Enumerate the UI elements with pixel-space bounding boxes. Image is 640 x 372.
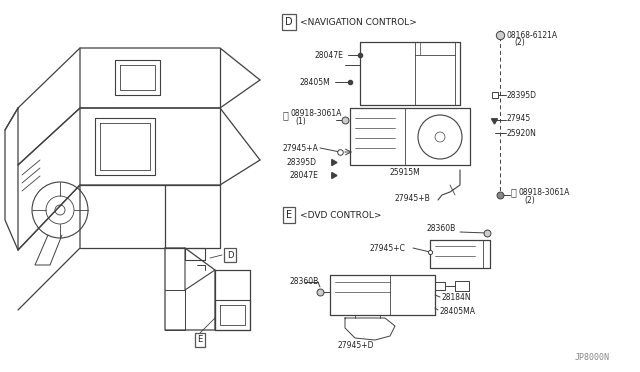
Text: 27945: 27945 <box>507 113 531 122</box>
Text: 27945+A: 27945+A <box>283 144 319 153</box>
Text: 28184N: 28184N <box>442 292 472 301</box>
Text: 27945+D: 27945+D <box>338 340 374 350</box>
Text: 08918-3061A: 08918-3061A <box>519 187 570 196</box>
Text: 25920N: 25920N <box>507 128 537 138</box>
Text: (2): (2) <box>514 38 525 46</box>
Text: 28360B: 28360B <box>427 224 456 232</box>
Text: JP8000N: JP8000N <box>575 353 610 362</box>
Text: 27945+B: 27945+B <box>395 193 431 202</box>
Text: 28405MA: 28405MA <box>440 308 476 317</box>
Text: E: E <box>197 336 203 344</box>
Text: 28405M: 28405M <box>300 77 331 87</box>
Text: 25915M: 25915M <box>390 167 420 176</box>
Text: Ⓝ: Ⓝ <box>283 110 289 120</box>
Text: Ⓝ: Ⓝ <box>511 187 517 197</box>
Text: 28395D: 28395D <box>507 90 537 99</box>
Text: (1): (1) <box>295 116 306 125</box>
Text: 28360B: 28360B <box>290 278 319 286</box>
Text: D: D <box>227 250 233 260</box>
Text: (2): (2) <box>524 196 535 205</box>
Text: E: E <box>286 210 292 220</box>
Text: 28047E: 28047E <box>290 170 319 180</box>
Text: 08918-3061A: 08918-3061A <box>291 109 342 118</box>
Text: 08168-6121A: 08168-6121A <box>507 31 558 39</box>
Text: 28395D: 28395D <box>287 157 317 167</box>
Text: <NAVIGATION CONTROL>: <NAVIGATION CONTROL> <box>300 17 417 26</box>
Text: 27945+C: 27945+C <box>370 244 406 253</box>
Text: <DVD CONTROL>: <DVD CONTROL> <box>300 211 381 219</box>
Bar <box>455 281 469 291</box>
Text: 28047E: 28047E <box>315 51 344 60</box>
Text: D: D <box>285 17 293 27</box>
